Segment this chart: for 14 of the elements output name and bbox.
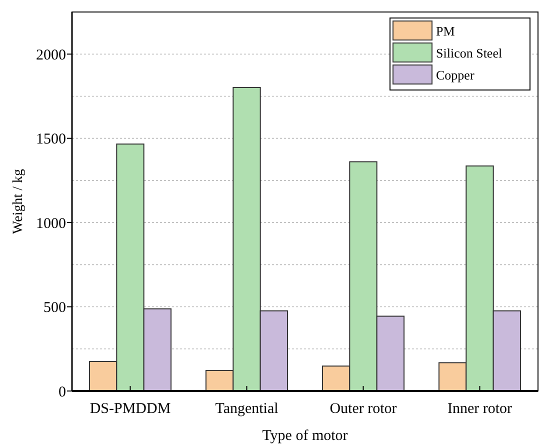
x-tick-label: Inner rotor — [447, 401, 512, 417]
x-axis-title: Type of motor — [262, 428, 348, 444]
y-tick-label: 500 — [44, 300, 66, 316]
y-tick-label: 1000 — [36, 216, 66, 232]
y-tick-label: 2000 — [36, 47, 66, 64]
legend-label: Copper — [436, 68, 475, 83]
legend-label: PM — [436, 24, 456, 39]
legend-label: Silicon Steel — [436, 46, 502, 61]
y-tick-label: 0 — [58, 384, 66, 400]
x-tick-label: DS-PMDDM — [90, 401, 171, 417]
x-tick-label: Tangential — [215, 401, 278, 417]
x-tick-label: Outer rotor — [330, 401, 397, 417]
y-axis-title: Weight / kg — [11, 169, 26, 234]
y-tick-label: 1500 — [36, 132, 66, 148]
